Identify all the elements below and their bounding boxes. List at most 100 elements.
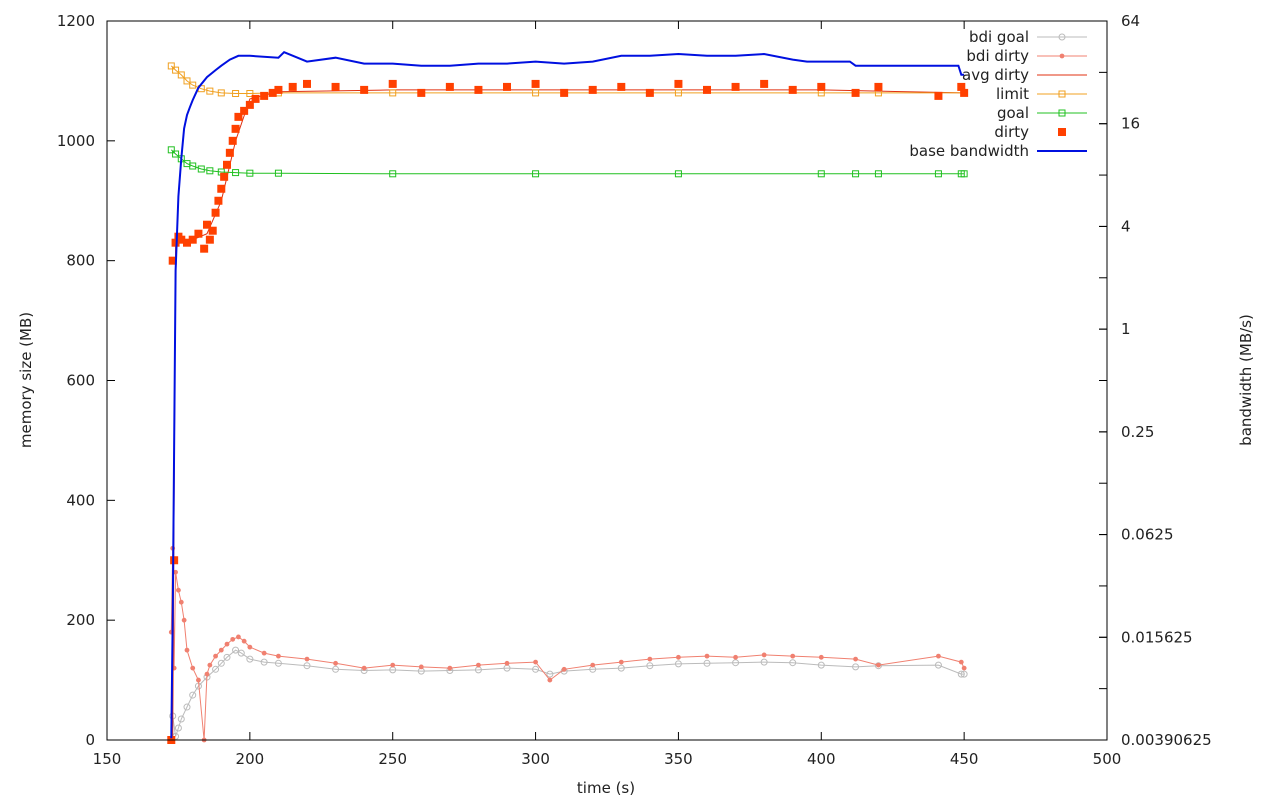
data-point-dirty [194,229,203,238]
data-point-bdi-goal [237,649,245,657]
data-point-bdi-goal [177,715,185,723]
data-point-dirty [360,85,369,94]
data-point-bdi-goal [646,662,654,670]
y2-tick-label: 0.015625 [1121,628,1193,646]
data-point-goal [206,167,214,175]
legend-label-base-bandwidth: base bandwidth [909,142,1029,160]
data-point-bdi-dirty [533,659,538,665]
data-point-goal [389,170,397,178]
data-point-dirty [234,112,243,121]
data-point-goal [232,169,240,177]
x-tick-label: 250 [378,750,407,768]
data-point-bdi-dirty [418,664,424,670]
data-point-dirty [240,106,249,115]
data-point-bdi-dirty [304,656,310,662]
data-point-goal [189,162,197,170]
data-point-dirty [588,85,597,94]
data-point-dirty [560,88,569,97]
data-point-bdi-goal [260,658,268,666]
data-point-bdi-goal [874,662,882,670]
data-point-bdi-goal [617,664,625,672]
data-point-dirty [245,100,254,109]
data-point-bdi-goal [212,665,220,673]
data-point-dirty [503,82,511,91]
series-bdi-goal [167,646,968,744]
data-point-dirty [960,88,969,97]
data-point-bdi-dirty [704,653,710,659]
data-point-bdi-dirty [547,677,553,683]
data-point-dirty [251,94,260,103]
data-point-dirty [205,235,214,244]
data-point-bdi-dirty [504,660,510,666]
y-tick-label: 0 [85,731,95,749]
data-point-bdi-dirty [936,653,941,659]
series-line-limit [170,65,965,94]
data-point-bdi-dirty [590,662,596,668]
data-point-goal [197,165,205,173]
data-point-limit [532,89,540,97]
data-point-dirty [200,244,209,253]
data-point-limit [246,89,254,97]
data-point-goal [817,170,825,178]
data-point-goal [532,170,540,178]
data-point-dirty [474,85,483,94]
y2-tick-label: 4 [1121,217,1131,235]
data-point-bdi-dirty [958,659,964,665]
data-point-dirty [531,79,540,88]
legend-label-dirty: dirty [994,123,1029,141]
y2-tick-label: 16 [1121,115,1140,133]
series-dirty [167,79,969,744]
data-point-bdi-dirty [230,636,236,642]
data-point-goal [274,169,282,177]
legend-label-bdi-dirty: bdi dirty [966,47,1029,65]
x-tick-label: 300 [521,750,550,768]
data-point-bdi-dirty [224,641,230,647]
data-point-bdi-goal [789,659,797,667]
data-point-dirty [188,235,197,244]
series-base-bandwidth [170,51,965,739]
x-tick-label: 400 [807,750,836,768]
legend-label-avg-dirty: avg dirty [962,66,1029,84]
data-point-bdi-dirty [790,653,796,659]
legend-marker-goal [1058,109,1066,117]
data-point-bdi-goal [303,662,311,670]
data-point-bdi-goal [183,703,191,711]
data-point-dirty [225,148,234,157]
y-tick-label: 1000 [57,132,95,150]
data-point-bdi-goal [674,660,682,668]
x-axis-title: time (s) [577,779,635,797]
data-point-dirty [214,196,223,205]
data-point-limit [232,89,240,97]
data-point-bdi-dirty [247,644,253,650]
data-point-bdi-goal [223,653,231,661]
data-point-bdi-dirty [761,652,767,658]
data-point-dirty [203,220,211,229]
data-point-dirty [731,82,740,91]
series-avg-dirty [172,89,965,741]
data-point-dirty [220,172,229,181]
x-tick-label: 150 [93,750,122,768]
data-point-bdi-goal [934,661,942,669]
data-point-bdi-dirty [218,647,224,653]
data-point-limit [177,71,185,79]
y2-axis-title: bandwidth (MB/s) [1237,314,1255,446]
data-point-bdi-dirty [876,662,881,668]
data-point-bdi-dirty [190,665,196,671]
data-point-bdi-dirty [618,659,624,665]
data-point-dirty [168,256,177,265]
x-tick-label: 450 [950,750,979,768]
data-point-limit [674,89,682,97]
data-point-dirty [760,79,769,88]
data-point-bdi-dirty [853,656,858,662]
data-point-bdi-goal [546,670,554,678]
data-point-dirty [268,88,277,97]
data-point-bdi-goal [189,691,197,699]
data-point-bdi-goal [960,670,968,678]
data-point-goal [246,169,254,177]
y-tick-label: 200 [66,611,95,629]
data-point-bdi-dirty [961,665,967,671]
y2-tick-label: 0.25 [1121,423,1154,441]
data-point-dirty [288,82,297,91]
data-point-limit [389,89,397,97]
